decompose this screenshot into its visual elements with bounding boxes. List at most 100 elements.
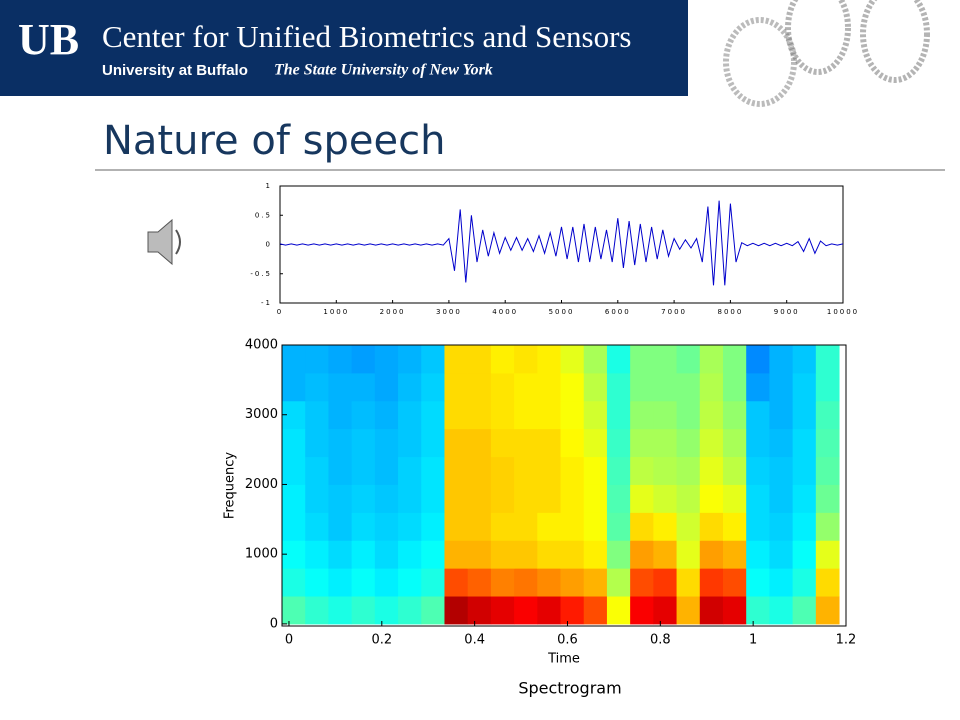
heat-cell	[792, 512, 817, 541]
heat-cell	[398, 400, 422, 430]
heat-cell	[490, 540, 515, 569]
heat-cell	[328, 372, 353, 402]
heat-cell	[537, 345, 562, 374]
heat-cell	[374, 596, 399, 625]
x-tick-label: 2000	[380, 308, 406, 316]
heat-cell	[467, 428, 492, 458]
x-tick-label: 0.8	[650, 633, 671, 648]
y-tick-label: -0.5	[250, 270, 272, 278]
heat-cell	[374, 484, 399, 513]
heat-cell	[560, 596, 585, 625]
heat-cell	[815, 596, 840, 625]
heat-cell	[374, 400, 399, 430]
heat-cell	[676, 568, 701, 597]
heat-cell	[676, 400, 701, 430]
heat-cell	[560, 456, 585, 485]
heat-cell	[305, 428, 329, 458]
heat-cell	[583, 400, 608, 430]
heat-cell	[398, 428, 422, 458]
heat-cell	[421, 345, 445, 374]
heat-cell	[305, 484, 329, 513]
heat-cell	[514, 372, 538, 402]
heat-cell	[653, 568, 678, 597]
heat-cell	[699, 456, 724, 485]
heat-cell	[606, 345, 631, 374]
heat-cell	[305, 568, 329, 597]
y-tick-label: 4000	[245, 338, 278, 353]
x-tick-label: 10000	[827, 308, 859, 316]
heat-cell	[746, 540, 770, 569]
heat-cell	[374, 372, 399, 402]
heat-cell	[722, 400, 747, 430]
heat-cell	[769, 456, 794, 485]
heat-cell	[653, 540, 678, 569]
heat-cell	[282, 596, 306, 625]
heat-cell	[653, 372, 678, 402]
heat-cell	[676, 540, 701, 569]
heat-cell	[746, 568, 770, 597]
heat-cell	[722, 568, 747, 597]
x-tick-label: 6000	[605, 308, 631, 316]
heat-cell	[421, 568, 445, 597]
y-tick-label: 2000	[245, 477, 278, 492]
heat-cell	[746, 484, 770, 513]
heat-cell	[328, 456, 353, 485]
heat-cell	[282, 345, 306, 374]
heat-cell	[282, 512, 306, 541]
y-tick-label: 1000	[245, 547, 278, 562]
slide-title: Nature of speech	[103, 118, 445, 164]
heat-cell	[769, 540, 794, 569]
heat-cell	[630, 345, 654, 374]
heat-cell	[583, 345, 608, 374]
heat-cell	[746, 345, 770, 374]
heat-cell	[282, 372, 306, 402]
heat-cell	[769, 428, 794, 458]
heat-cell	[514, 540, 538, 569]
heat-cell	[676, 428, 701, 458]
heat-cell	[606, 400, 631, 430]
heat-cell	[351, 400, 376, 430]
heat-cell	[722, 596, 747, 625]
heat-cell	[421, 596, 445, 625]
heat-cell	[722, 484, 747, 513]
heat-cell	[769, 596, 794, 625]
heat-cell	[467, 540, 492, 569]
heat-cell	[630, 512, 654, 541]
heat-cell	[537, 596, 562, 625]
heat-cell	[467, 484, 492, 513]
heat-cell	[305, 596, 329, 625]
heat-cell	[398, 456, 422, 485]
heat-cell	[490, 428, 515, 458]
heat-cell	[444, 596, 469, 625]
heat-cell	[514, 428, 538, 458]
x-tick-label: 7000	[661, 308, 687, 316]
heat-cell	[583, 596, 608, 625]
heat-cell	[560, 372, 585, 402]
heat-cell	[374, 345, 399, 374]
heat-cell	[467, 456, 492, 485]
heat-cell	[421, 400, 445, 430]
heat-cell	[699, 345, 724, 374]
waveform	[279, 200, 844, 286]
heat-cell	[467, 512, 492, 541]
heat-cell	[815, 540, 840, 569]
heat-cell	[699, 400, 724, 430]
heat-cell	[792, 372, 817, 402]
heat-cell	[630, 428, 654, 458]
heat-cell	[467, 568, 492, 597]
heat-cell	[305, 512, 329, 541]
header-title: Center for Unified Biometrics and Sensor…	[102, 19, 631, 54]
heat-cell	[630, 484, 654, 513]
heat-cell	[676, 345, 701, 374]
heat-cell	[583, 428, 608, 458]
heat-cell	[282, 484, 306, 513]
heat-cell	[792, 596, 817, 625]
heat-cell	[722, 345, 747, 374]
heat-cell	[560, 345, 585, 374]
heat-cell	[490, 456, 515, 485]
heat-cell	[606, 484, 631, 513]
heat-cell	[490, 372, 515, 402]
heat-cell	[398, 372, 422, 402]
heat-cell	[653, 345, 678, 374]
heat-cell	[815, 428, 840, 458]
